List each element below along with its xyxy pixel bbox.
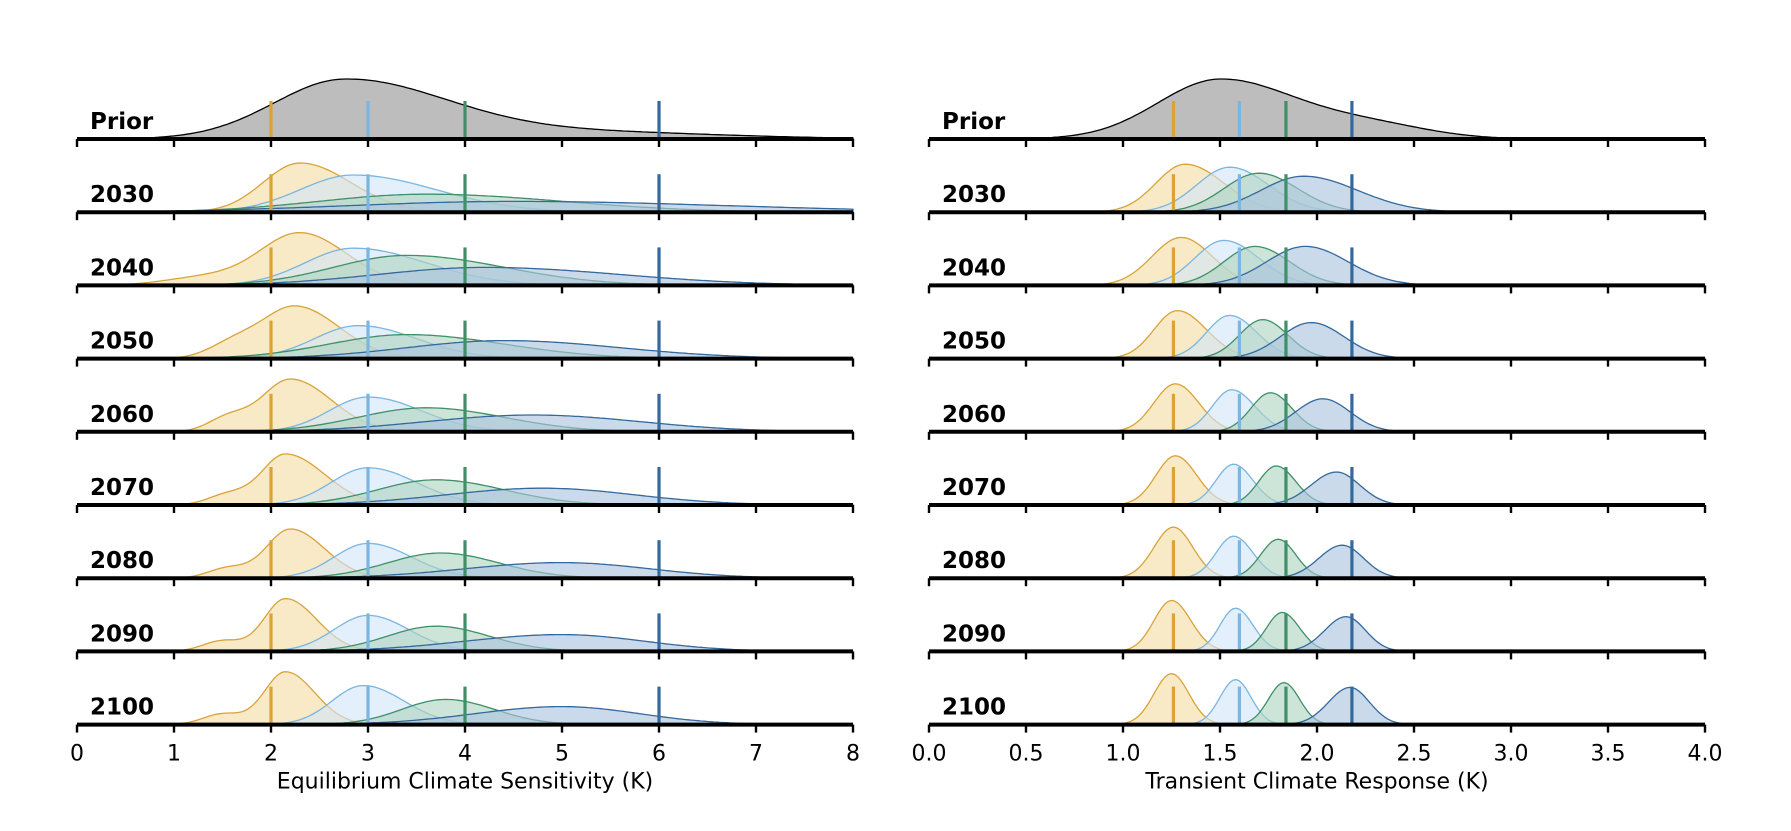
density-series-4 <box>929 615 1705 653</box>
row-label: 2080 <box>942 548 1006 574</box>
ridge-row-2070: 2070 <box>927 455 1707 513</box>
x-tick-label: 1 <box>167 742 181 767</box>
ridge-row-2050: 2050 <box>927 309 1707 367</box>
row-label: 2090 <box>90 621 154 647</box>
x-tick-label: 3.5 <box>1591 742 1626 767</box>
row-label: 2100 <box>942 695 1006 721</box>
ridge-row-2090: 2090 <box>927 599 1707 660</box>
ridge-row-prior: Prior <box>927 78 1707 147</box>
ridge-row-2080: 2080 <box>75 528 855 587</box>
x-tick-label: 0.0 <box>912 742 947 767</box>
x-tick-label: 1.5 <box>1203 742 1238 767</box>
x-tick-label: 2.5 <box>1397 742 1432 767</box>
ridge-row-2100: 2100 <box>75 671 855 733</box>
x-tick-label: 0.5 <box>1009 742 1044 767</box>
density-series-4 <box>929 471 1705 506</box>
ridge-row-2040: 2040 <box>927 236 1707 294</box>
ridge-row-2030: 2030 <box>75 162 855 221</box>
x-tick-label: 5 <box>555 742 569 767</box>
row-label: 2070 <box>90 475 154 501</box>
x-tick-label: 6 <box>652 742 666 767</box>
row-label: 2030 <box>942 182 1006 208</box>
density-series-4 <box>929 398 1705 433</box>
row-label: 2060 <box>942 402 1006 428</box>
x-tick-label: 1.0 <box>1106 742 1141 767</box>
x-axis-label: Transient Climate Response (K) <box>1144 770 1488 795</box>
x-tick-label: 2 <box>264 742 278 767</box>
ridge-row-2080: 2080 <box>927 526 1707 587</box>
row-label: 2050 <box>942 329 1006 355</box>
ridge-row-2100: 2100 <box>927 672 1707 733</box>
ridge-row-2060: 2060 <box>75 378 855 440</box>
ridge-row-2030: 2030 <box>927 163 1707 221</box>
ridge-row-2060: 2060 <box>927 383 1707 440</box>
row-label: 2090 <box>942 621 1006 647</box>
density-series-4 <box>929 686 1705 726</box>
density-series-4 <box>929 175 1705 213</box>
panel-tcr: Prior 2030 2040 2050 2060 2070 2080 2090 2100 0.0… <box>912 78 1723 795</box>
x-tick-label: 7 <box>749 742 763 767</box>
ridge-row-2040: 2040 <box>75 231 855 294</box>
x-axis-label: Equilibrium Climate Sensitivity (K) <box>277 770 653 795</box>
ridge-row-2050: 2050 <box>75 305 855 367</box>
density-series-4 <box>929 245 1705 287</box>
row-label: 2040 <box>942 255 1006 281</box>
x-tick-label: 2.0 <box>1300 742 1335 767</box>
row-label: 2050 <box>90 329 154 355</box>
density-series-4 <box>929 321 1705 360</box>
x-tick-label: 3.0 <box>1494 742 1529 767</box>
row-label: Prior <box>942 109 1006 135</box>
row-label: 2070 <box>942 475 1006 501</box>
x-tick-label: 0 <box>70 742 84 767</box>
x-tick-label: 3 <box>361 742 375 767</box>
ridge-row-prior: Prior <box>75 78 855 147</box>
row-label: 2030 <box>90 182 154 208</box>
row-label: 2080 <box>90 548 154 574</box>
ridge-row-2090: 2090 <box>75 597 855 660</box>
density-series-4 <box>929 544 1705 579</box>
row-label: Prior <box>90 109 154 135</box>
x-tick-label: 4 <box>458 742 472 767</box>
row-label: 2060 <box>90 402 154 428</box>
ridge-row-2070: 2070 <box>75 453 855 513</box>
x-tick-label: 8 <box>846 742 860 767</box>
row-label: 2040 <box>90 255 154 281</box>
x-tick-label: 4.0 <box>1688 742 1723 767</box>
row-label: 2100 <box>90 695 154 721</box>
prior-density <box>929 78 1705 140</box>
